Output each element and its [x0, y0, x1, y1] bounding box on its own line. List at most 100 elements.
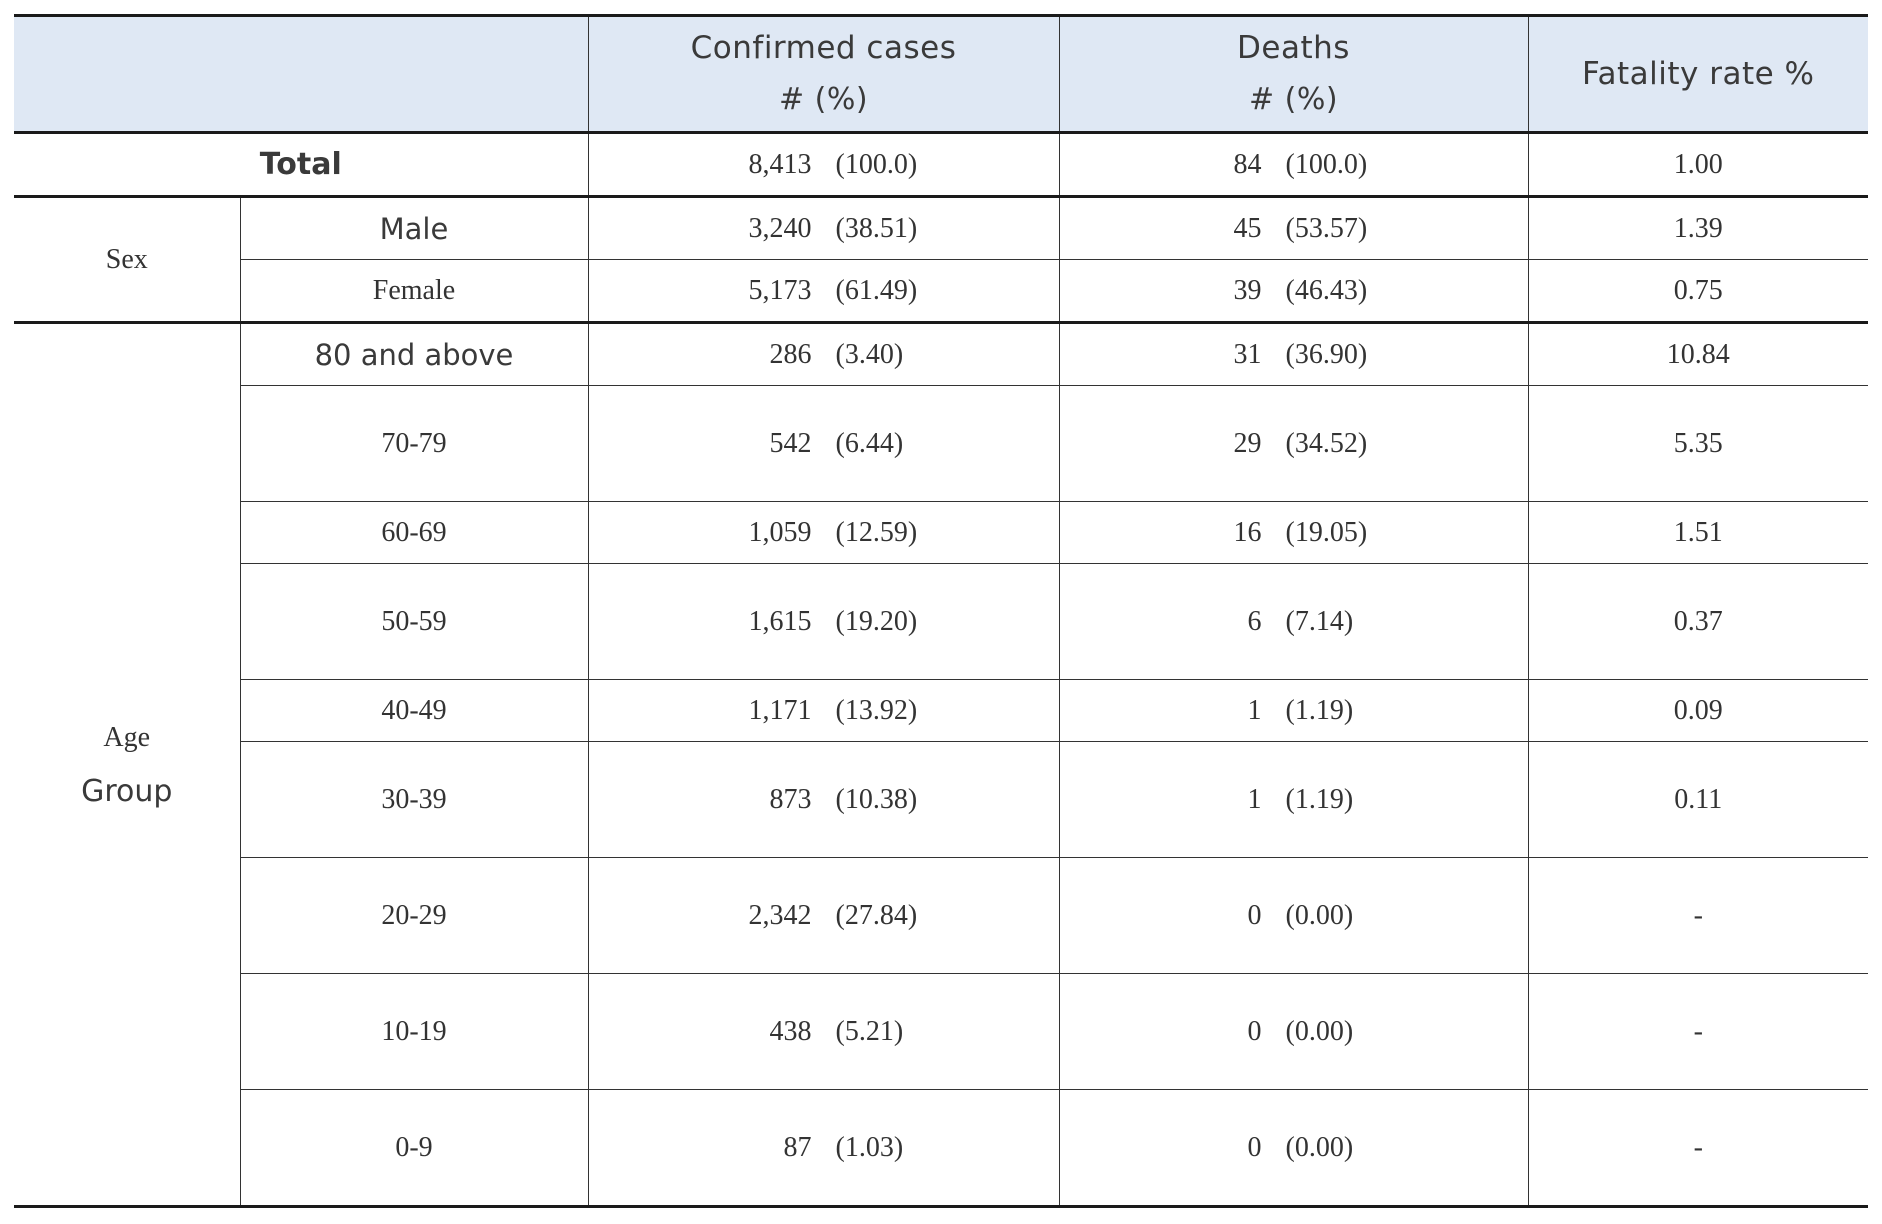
header-deaths: Deaths # (%): [1058, 14, 1529, 134]
table-row-age-50-59: 50-59 1,615 (19.20) 6 (7.14) 0.37: [14, 563, 1868, 680]
deaths-cell: 31 (36.90): [1058, 322, 1529, 386]
table-row-age-70-79: 70-79 542 (6.44) 29 (34.52) 5.35: [14, 385, 1868, 502]
fatality-rate: 10.84: [1527, 322, 1868, 386]
total-cases-pct: (100.0): [835, 148, 918, 180]
total-cases: 8,413: [748, 148, 812, 180]
row-label: 10-19: [239, 973, 589, 1090]
fatality-rate: 1.39: [1527, 196, 1868, 260]
deaths-count: 16: [1233, 516, 1262, 548]
total-cases-cell: 8,413 (100.0): [587, 132, 1060, 198]
cases-cell: 542 (6.44): [587, 385, 1060, 502]
deaths-cell: 1 (1.19): [1058, 679, 1529, 742]
cases-count: 1,171: [748, 694, 812, 726]
cases-count: 286: [769, 338, 812, 370]
table-row-age-20-29: 20-29 2,342 (27.84) 0 (0.00) -: [14, 857, 1868, 974]
cases-pct: (27.84): [835, 899, 918, 931]
table-header-row: Confirmed cases # (%) Deaths # (%) Fatal…: [14, 14, 1868, 134]
cases-pct: (12.59): [835, 516, 918, 548]
deaths-pct: (0.00): [1285, 1015, 1354, 1047]
total-deaths-cell: 84 (100.0): [1058, 132, 1529, 198]
cases-count: 542: [769, 427, 812, 459]
deaths-cell: 29 (34.52): [1058, 385, 1529, 502]
cases-cell: 873 (10.38): [587, 741, 1060, 858]
deaths-count: 0: [1247, 1015, 1262, 1047]
row-label: 60-69: [239, 501, 589, 564]
deaths-count: 45: [1233, 212, 1262, 244]
fatality-rate: -: [1527, 857, 1868, 974]
header-deaths-title: Deaths: [1237, 30, 1350, 66]
row-label: 50-59: [239, 563, 589, 680]
cases-pct: (3.40): [835, 338, 904, 370]
cases-cell: 1,615 (19.20): [587, 563, 1060, 680]
deaths-count: 0: [1247, 899, 1262, 931]
cases-pct: (38.51): [835, 212, 918, 244]
deaths-cell: 0 (0.00): [1058, 1089, 1529, 1208]
cases-pct: (13.92): [835, 694, 918, 726]
total-deaths: 84: [1233, 148, 1262, 180]
cases-cell: 3,240 (38.51): [587, 196, 1060, 260]
deaths-count: 0: [1247, 1131, 1262, 1163]
header-fatality-rate: Fatality rate %: [1527, 14, 1868, 134]
fatality-rate: 0.09: [1527, 679, 1868, 742]
deaths-count: 31: [1233, 338, 1262, 370]
header-fatality-title: Fatality rate %: [1582, 56, 1815, 92]
header-confirmed-unit: # (%): [778, 82, 869, 117]
cases-count: 438: [769, 1015, 812, 1047]
cases-cell: 1,171 (13.92): [587, 679, 1060, 742]
header-empty-cell: [14, 14, 589, 134]
header-deaths-unit: # (%): [1248, 82, 1339, 117]
cases-count: 1,615: [748, 605, 812, 637]
deaths-count: 1: [1247, 694, 1262, 726]
deaths-pct: (46.43): [1285, 274, 1368, 306]
deaths-cell: 6 (7.14): [1058, 563, 1529, 680]
fatality-rate: 0.75: [1527, 259, 1868, 324]
cases-pct: (1.03): [835, 1131, 904, 1163]
fatality-rate: 1.51: [1527, 501, 1868, 564]
deaths-count: 39: [1233, 274, 1262, 306]
header-confirmed-title: Confirmed cases: [690, 30, 957, 66]
cases-count: 87: [783, 1131, 812, 1163]
fatality-rate: 0.11: [1527, 741, 1868, 858]
row-label: Female: [239, 259, 589, 324]
age-group-label-line1: Age: [103, 721, 151, 753]
cases-count: 1,059: [748, 516, 812, 548]
row-label: 0-9: [239, 1089, 589, 1208]
table-row-sex-male: Sex Male 3,240 (38.51) 45 (53.57) 1.39: [14, 196, 1868, 324]
sex-group-label: Sex: [14, 196, 241, 324]
fatality-rate: 0.37: [1527, 563, 1868, 680]
deaths-count: 6: [1247, 605, 1262, 637]
row-label: 70-79: [239, 385, 589, 502]
deaths-pct: (34.52): [1285, 427, 1368, 459]
deaths-pct: (7.14): [1285, 605, 1354, 637]
fatality-rate: -: [1527, 973, 1868, 1090]
deaths-pct: (53.57): [1285, 212, 1368, 244]
table-row-total: Total 8,413 (100.0) 84 (100.0) 1.00: [14, 132, 1868, 198]
deaths-pct: (36.90): [1285, 338, 1368, 370]
cases-cell: 1,059 (12.59): [587, 501, 1060, 564]
fatality-rate: -: [1527, 1089, 1868, 1208]
deaths-pct: (0.00): [1285, 899, 1354, 931]
cases-by-demographic-table: Confirmed cases # (%) Deaths # (%) Fatal…: [14, 14, 1868, 1208]
cases-pct: (19.20): [835, 605, 918, 637]
table-row-age-30-39: 30-39 873 (10.38) 1 (1.19) 0.11: [14, 741, 1868, 858]
table-row-age-80-plus: Age Group 80 and above 286 (3.40) 31 (36.9…: [14, 322, 1868, 1208]
deaths-cell: 1 (1.19): [1058, 741, 1529, 858]
deaths-cell: 39 (46.43): [1058, 259, 1529, 324]
cases-pct: (6.44): [835, 427, 904, 459]
total-label: Total: [14, 132, 589, 198]
deaths-pct: (19.05): [1285, 516, 1368, 548]
deaths-pct: (0.00): [1285, 1131, 1354, 1163]
deaths-cell: 0 (0.00): [1058, 857, 1529, 974]
row-label: 20-29: [239, 857, 589, 974]
cases-pct: (5.21): [835, 1015, 904, 1047]
total-rate: 1.00: [1527, 132, 1868, 198]
table-row-age-40-49: 40-49 1,171 (13.92) 1 (1.19) 0.09: [14, 679, 1868, 742]
age-group-label-line2: Group: [81, 773, 173, 809]
fatality-rate: 5.35: [1527, 385, 1868, 502]
deaths-pct: (1.19): [1285, 783, 1354, 815]
cases-count: 873: [769, 783, 812, 815]
table-row-age-60-69: 60-69 1,059 (12.59) 16 (19.05) 1.51: [14, 501, 1868, 564]
deaths-count: 29: [1233, 427, 1262, 459]
cases-cell: 87 (1.03): [587, 1089, 1060, 1208]
